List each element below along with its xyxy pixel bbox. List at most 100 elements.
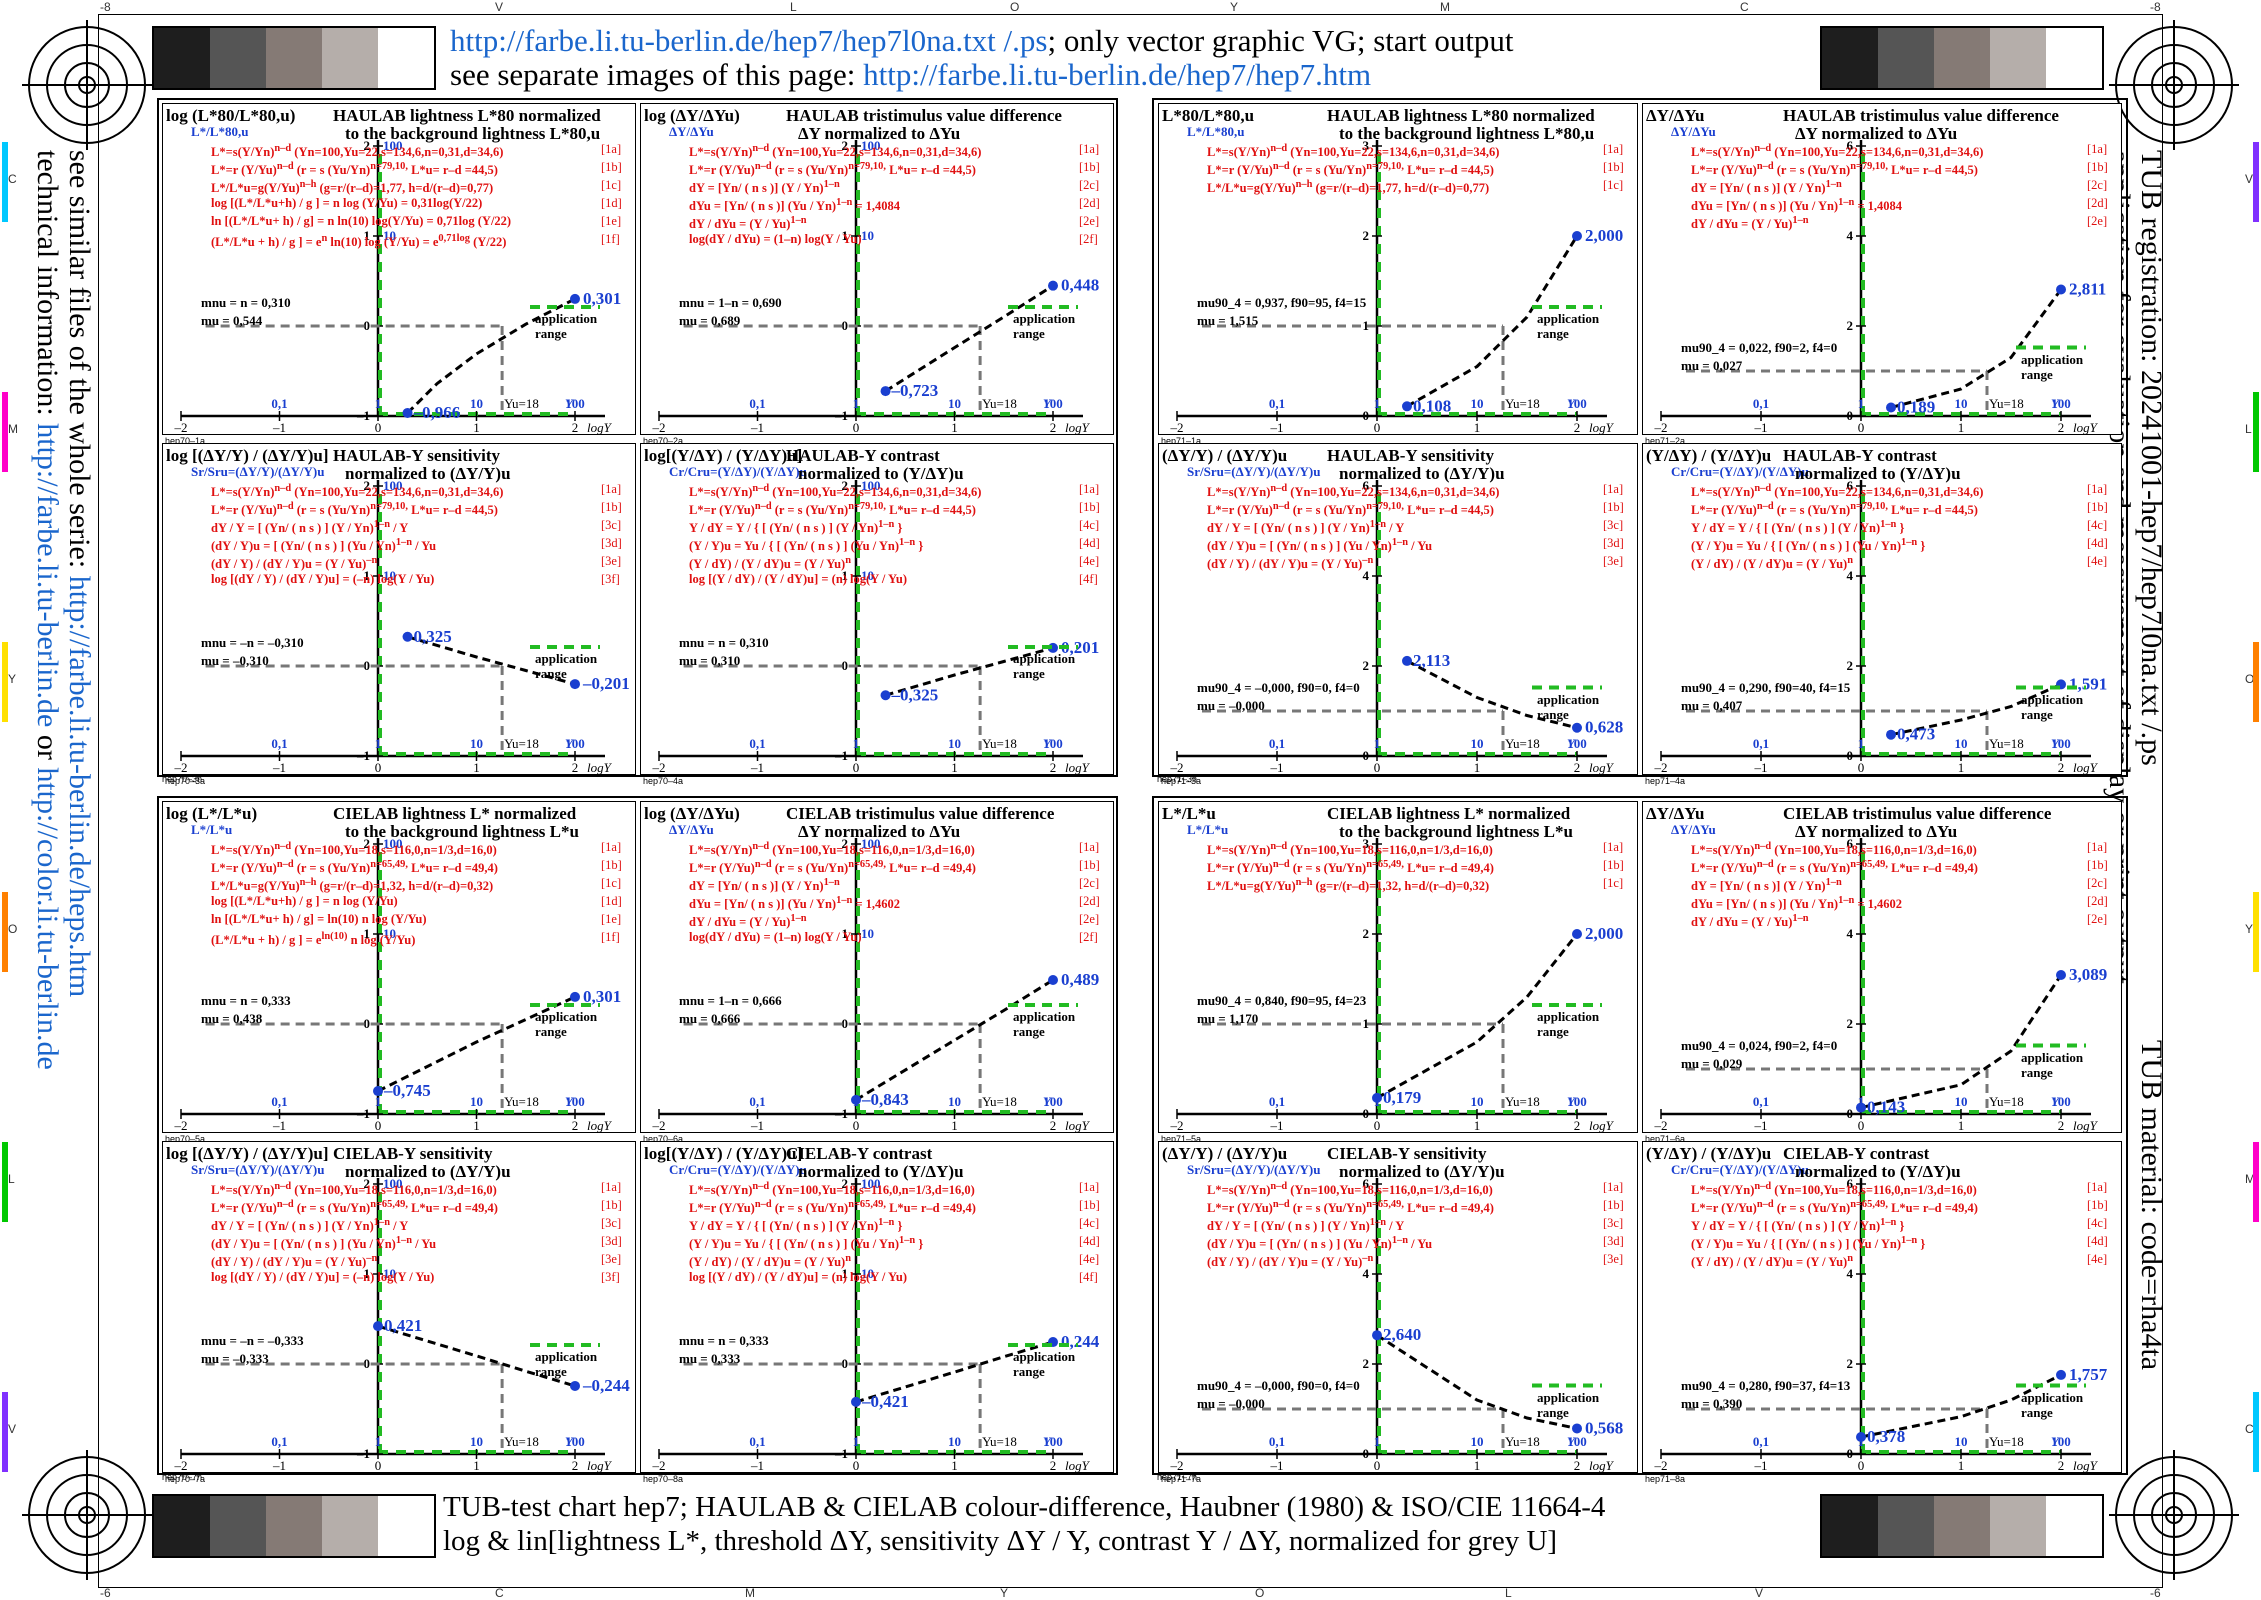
header-link-2[interactable]: http://farbe.li.tu-berlin.de/hep7/hep7.h… bbox=[863, 57, 1372, 92]
panel-equation: dY / Y = [ (Yn/ ( n s ) ] (Y / Yn)1–n / … bbox=[211, 519, 409, 536]
panel-title-line1: HAULAB tristimulus value difference bbox=[786, 106, 1062, 125]
panel-equation-number: [1b] bbox=[1603, 1198, 1624, 1212]
panel-yunit: Cr/Cru=(Y/ΔY)/(Y/ΔY)u bbox=[1671, 464, 1809, 479]
panel-equation: Y / dY = Y / { [ (Yn/ ( n s ) ] (Y / Yn)… bbox=[689, 519, 903, 536]
data-curve bbox=[377, 995, 576, 1093]
panel-equation-number: [1a] bbox=[1603, 840, 1624, 854]
x-tick-label: 2 bbox=[2058, 760, 2065, 774]
panel-equation-number: [4e] bbox=[2087, 554, 2108, 568]
panel-equation: ln [(L*/L*u+ h) / g] = n ln(10) log(Y/Yu… bbox=[211, 214, 512, 228]
application-range-legend-label: application range bbox=[2021, 1049, 2084, 1080]
y-tick-label: 2 bbox=[842, 138, 849, 153]
application-range-legend-label: application range bbox=[1537, 311, 1600, 341]
y-tick-value-label: 100 bbox=[383, 478, 403, 493]
panel-equation-number: [3d] bbox=[601, 1234, 622, 1248]
panel-equation-number: [1b] bbox=[601, 858, 622, 872]
block-label: hep70–3n bbox=[162, 774, 203, 784]
panel-equation: dY / Y = [ (Yn/ ( n s ) ] (Y / Yn)1–n / … bbox=[1207, 1217, 1405, 1234]
edge-colour-bar bbox=[2, 1392, 8, 1472]
data-curve bbox=[407, 635, 576, 686]
y-variable-label: Y bbox=[1043, 1094, 1052, 1109]
y-tick-label: 4 bbox=[1363, 1266, 1370, 1281]
panel-title-line2: to the background lightness L*u bbox=[1339, 822, 1573, 841]
data-point-low bbox=[1372, 1330, 1382, 1341]
x-tick-label: –2 bbox=[1170, 1118, 1184, 1132]
x-tick-value-label: 1 bbox=[1374, 396, 1381, 411]
panel-equation-number: [4f] bbox=[1079, 1270, 1098, 1284]
yu-label: Yu=18 bbox=[504, 736, 539, 751]
panel-equation: (dY / Y)u = [ (Yn/ ( n s ) ] (Yu / Yn)1–… bbox=[1207, 537, 1433, 554]
x-tick-value-label: 1 bbox=[1374, 1434, 1381, 1449]
panel-equation-number: [4d] bbox=[1079, 1234, 1100, 1248]
y-tick-label: 0 bbox=[1847, 1446, 1854, 1461]
x-axis-label: logY bbox=[1589, 420, 1615, 434]
application-range-legend-label: application range bbox=[2021, 691, 2084, 722]
left-link-color[interactable]: http://color.li.tu-berlin.de bbox=[31, 767, 64, 1070]
data-label-low: 0,378 bbox=[1867, 1427, 1905, 1446]
chart-panel-hep70–7a: –2 –1 0,1 0 1 1 10 2 100 –1 0 1 10 2 100 logY Y Yu=18 0,42… bbox=[162, 1141, 636, 1484]
y-tick-label: 2 bbox=[1363, 658, 1370, 673]
x-axis-label: logY bbox=[1589, 1118, 1615, 1132]
x-tick-label: 0 bbox=[1374, 1118, 1381, 1132]
panel-equation-number: [2f] bbox=[1079, 232, 1098, 246]
x-tick-label: 1 bbox=[1958, 760, 1965, 774]
panel-equation-number: [1f] bbox=[601, 930, 620, 944]
panel-equation: log(dY / dYu) = (1–n) log(Y / Yu) bbox=[689, 232, 862, 246]
y-tick-label: 2 bbox=[1847, 1016, 1854, 1031]
data-label-low: 0,108 bbox=[1413, 396, 1451, 415]
x-tick-value-label: 1 bbox=[375, 1094, 382, 1109]
block-frame-hep71-bottom bbox=[1152, 796, 2128, 1475]
x-tick-value-label: 100 bbox=[565, 1094, 585, 1109]
left-link-farbe[interactable]: http://farbe.li.tu-berlin.de bbox=[31, 423, 64, 728]
chart-panel-hep71–1a: –2 –1 0,1 0 1 1 10 2 100 0 1 2 3 logY Y Yu=18 0,108 2,000… bbox=[1158, 103, 1638, 446]
x-tick-label: –1 bbox=[750, 760, 764, 774]
panel-equation-number: [3f] bbox=[601, 572, 620, 586]
x-tick-value-label: 0,1 bbox=[749, 736, 765, 751]
x-tick-value-label: 10 bbox=[948, 1094, 961, 1109]
left-link-heps[interactable]: http://farbe.li.tu-berlin.de/heps.htm bbox=[63, 575, 96, 998]
panel-equation: L*=s(Y/Yn)n–d (Yn=100,Yu=18,s=116,0,n=1/… bbox=[689, 841, 975, 858]
y-tick-label: 2 bbox=[1847, 318, 1854, 333]
panel-equation: L*/L*u=g(Y/Yu)n–h (g=r/(r–d)=1,32, h=d/(… bbox=[211, 877, 494, 894]
y-tick-label: 0 bbox=[1363, 1446, 1370, 1461]
panel-equation: L*=s(Y/Yn)n–d (Yn=100,Yu=22,s=134,6,n=0,… bbox=[689, 483, 982, 500]
panel-ylabel: log (L*80/L*80,u) bbox=[166, 106, 296, 125]
panel-equation-number: [1c] bbox=[601, 876, 622, 890]
y-variable-label: Y bbox=[1567, 736, 1576, 751]
x-tick-value-label: 10 bbox=[948, 736, 961, 751]
edge-label-bottom: M bbox=[745, 1586, 755, 1600]
x-tick-value-label: 0,1 bbox=[1753, 1434, 1769, 1449]
panel-title-line1: HAULAB-Y contrast bbox=[1783, 446, 1937, 465]
panel-equation: L*=r (Y/Yu)n–d (r = s (Yu/Yn)n=79,10, L*… bbox=[1691, 161, 1978, 178]
x-tick-value-label: 0,1 bbox=[749, 1434, 765, 1449]
y-tick-value-label: 10 bbox=[383, 568, 396, 583]
x-tick-value-label: 100 bbox=[1043, 736, 1063, 751]
y-tick-label: 0 bbox=[842, 318, 849, 333]
header-link-1[interactable]: http://farbe.li.tu-berlin.de/hep7/hep7l0… bbox=[450, 23, 1048, 58]
panel-id: hep70–4a bbox=[643, 776, 684, 786]
data-point-high bbox=[2056, 969, 2066, 980]
panel-params: mnu = –n = –0,333 mu = –0,333 bbox=[201, 1333, 304, 1366]
y-tick-label: 4 bbox=[1847, 568, 1854, 583]
y-tick-value-label: 10 bbox=[383, 926, 396, 941]
y-tick-label: 0 bbox=[1363, 408, 1370, 423]
y-tick-label: 2 bbox=[364, 1176, 371, 1191]
x-tick-label: 2 bbox=[1574, 420, 1581, 434]
panel-equation-number: [1b] bbox=[2087, 500, 2108, 514]
x-tick-label: 1 bbox=[951, 760, 958, 774]
panel-id: hep71–8a bbox=[1645, 1474, 1686, 1484]
edge-colour-bar bbox=[2253, 1142, 2259, 1222]
data-point-low bbox=[851, 1396, 861, 1407]
data-point-high bbox=[1048, 280, 1058, 291]
left-side-text-2: technical information: http://farbe.li.t… bbox=[31, 150, 64, 1070]
y-tick-label: –1 bbox=[356, 408, 370, 423]
panel-params: mnu = n = 0,333 mu = 0,333 bbox=[679, 1333, 769, 1366]
panel-title-line1: CIELAB tristimulus value difference bbox=[786, 804, 1055, 823]
panel-equation-number: [4c] bbox=[1079, 518, 1100, 532]
x-tick-label: 2 bbox=[2058, 420, 2065, 434]
x-tick-label: –1 bbox=[272, 1458, 286, 1472]
chart-panel-hep70–4a: –2 –1 0,1 0 1 1 10 2 100 –1 0 1 10 2 100 logY Y Yu=18 –0,3… bbox=[640, 443, 1114, 786]
panel-params: mu90_4 = 0,290, f90=40, f4=15 mu = 0,407 bbox=[1681, 680, 1851, 713]
y-tick-label: 2 bbox=[842, 1176, 849, 1191]
panel-yunit: Cr/Cru=(Y/ΔY)/(Y/ΔY)u bbox=[669, 464, 807, 479]
